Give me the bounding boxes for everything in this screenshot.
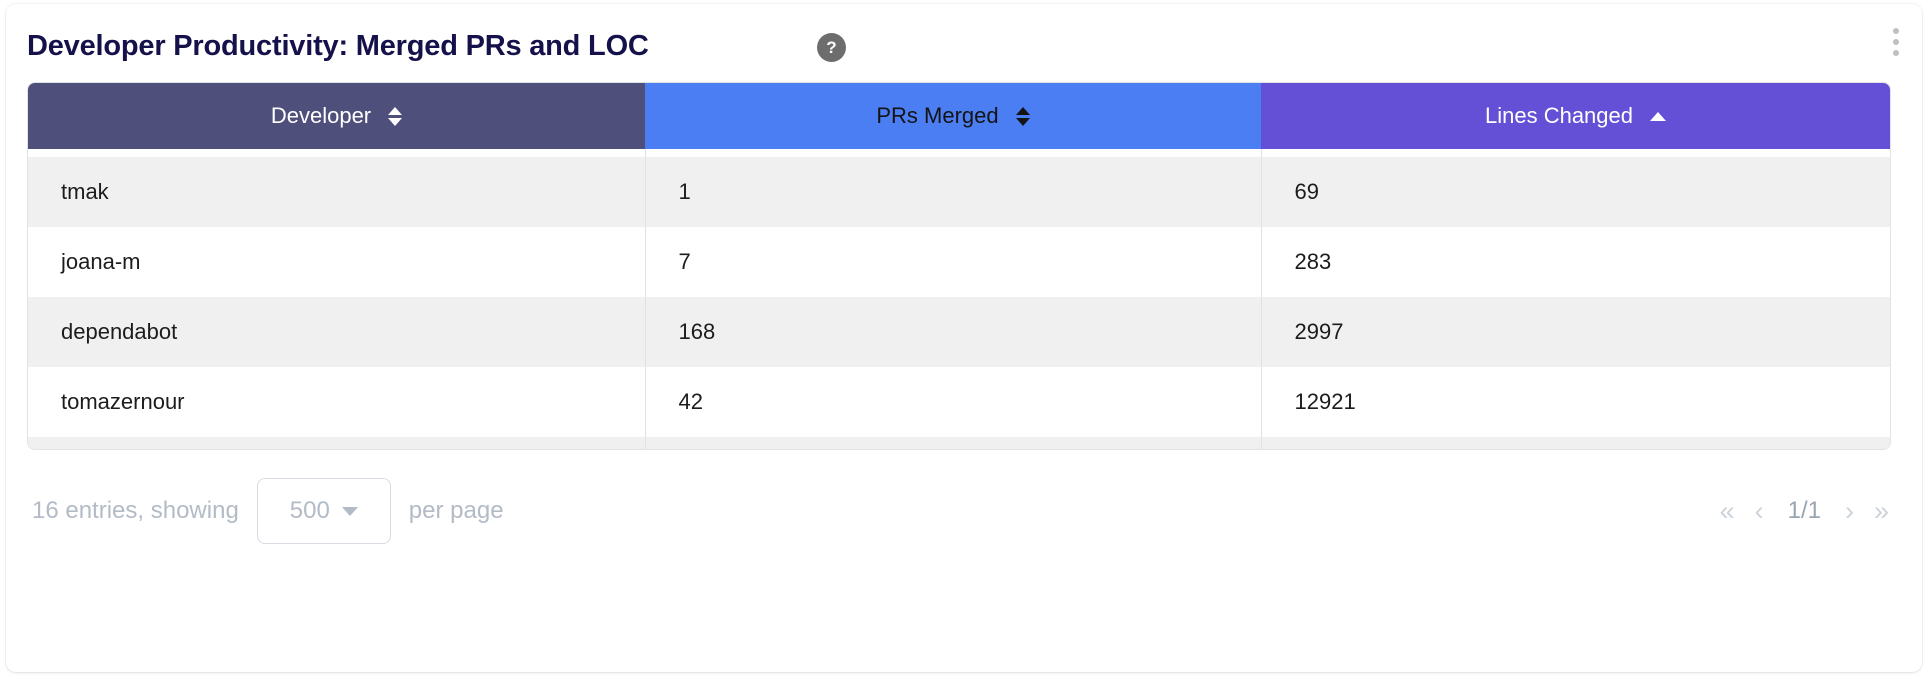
card-header: Developer Productivity: Merged PRs and L… — [6, 4, 1922, 88]
sort-ascending-icon[interactable] — [1650, 111, 1666, 121]
cell-lines-changed: 69 — [1261, 157, 1890, 227]
cell-prs-merged: 7 — [645, 227, 1262, 297]
table-card: Developer Productivity: Merged PRs and L… — [6, 4, 1922, 672]
last-page-button[interactable]: » — [1873, 495, 1889, 526]
per-page-select[interactable]: 500 — [256, 478, 391, 544]
cell-lines-changed: 19167 — [1261, 437, 1890, 449]
table-body: tmak 1 69 joana-m 7 283 dependabot 168 2… — [28, 149, 1890, 449]
sort-toggle-icon[interactable] — [388, 106, 403, 126]
column-header-lines-changed-label: Lines Changed — [1484, 103, 1633, 128]
data-table-container: Developer PRs Merged — [27, 82, 1891, 450]
cell-lines-changed: 2997 — [1261, 297, 1890, 367]
page-indicator: 1/1 — [1787, 497, 1821, 524]
per-page-label: per page — [408, 497, 504, 524]
entries-count-label: 16 entries, showing — [32, 497, 239, 524]
kebab-menu-icon[interactable] — [1883, 28, 1909, 66]
table-row[interactable]: tomazernour 42 12921 — [28, 367, 1890, 437]
column-header-developer-label: Developer — [270, 103, 372, 128]
sort-toggle-icon[interactable] — [1015, 106, 1030, 126]
cell-developer: dependabot — [28, 297, 646, 367]
cell-prs-merged: 56 — [645, 437, 1262, 449]
cell-lines-changed: 12921 — [1261, 367, 1890, 437]
cell-developer: tomazernour — [28, 367, 646, 437]
chevron-down-icon — [341, 506, 358, 516]
cell-developer: tmak — [28, 157, 646, 227]
table-row[interactable]: tmak 1 69 — [28, 157, 1890, 227]
table-row[interactable]: dependabot 168 2997 — [28, 297, 1890, 367]
column-header-lines-changed[interactable]: Lines Changed — [1261, 83, 1890, 149]
cell-prs-merged: 1 — [645, 157, 1262, 227]
first-page-button[interactable]: « — [1719, 495, 1735, 526]
table-row[interactable]: joana-m 7 283 — [28, 227, 1890, 297]
data-table: Developer PRs Merged — [28, 83, 1890, 449]
entries-summary: 16 entries, showing 500 per page — [32, 466, 504, 556]
table-spacer — [28, 149, 1890, 157]
column-header-prs-merged[interactable]: PRs Merged — [645, 83, 1261, 149]
pagination: « ‹ 1/1 › » — [1718, 466, 1891, 556]
cell-developer: maxios — [28, 437, 646, 449]
table-footer: 16 entries, showing 500 per page « ‹ 1/1… — [27, 466, 1891, 556]
help-icon[interactable]: ? — [817, 33, 846, 62]
cell-prs-merged: 42 — [645, 367, 1262, 437]
cell-developer: joana-m — [28, 227, 646, 297]
previous-page-button[interactable]: ‹ — [1754, 495, 1764, 526]
table-row[interactable]: maxios 56 19167 — [28, 437, 1890, 449]
column-header-prs-merged-label: PRs Merged — [876, 103, 999, 128]
next-page-button[interactable]: › — [1844, 495, 1854, 526]
cell-prs-merged: 168 — [645, 297, 1262, 367]
cell-lines-changed: 283 — [1261, 227, 1890, 297]
column-header-developer[interactable]: Developer — [28, 83, 645, 149]
per-page-value: 500 — [289, 497, 330, 524]
table-header-row: Developer PRs Merged — [28, 83, 1890, 149]
page-title: Developer Productivity: Merged PRs and L… — [27, 30, 649, 62]
